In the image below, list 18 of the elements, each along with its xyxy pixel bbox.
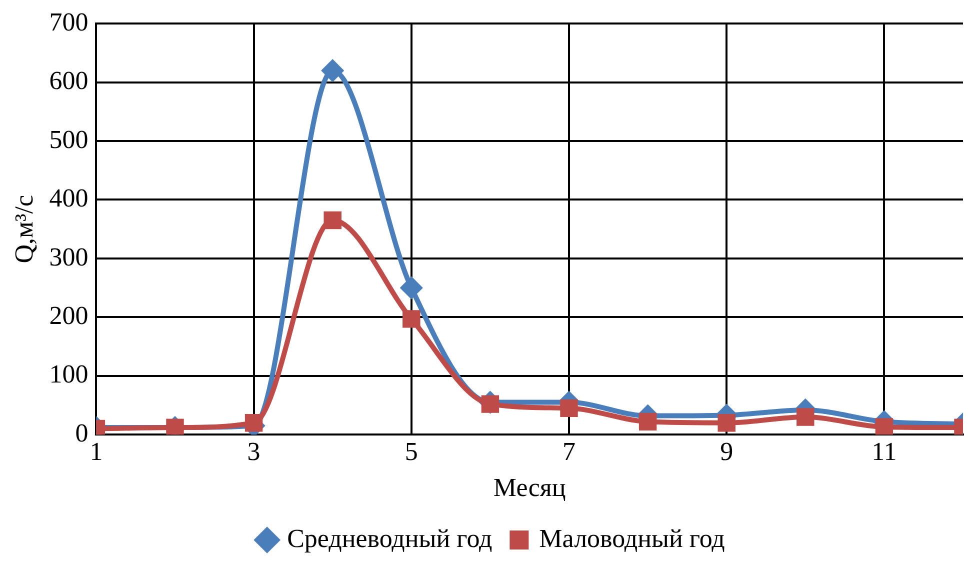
x-tick-label: 9 [720, 437, 734, 466]
y-tick-label: 600 [49, 66, 88, 96]
legend-label: Средневодный год [287, 524, 492, 553]
x-tick-label: 1 [90, 437, 103, 466]
y-tick-label: 0 [75, 418, 88, 448]
x-tick-label: 5 [404, 437, 418, 466]
y-tick-label: 300 [49, 242, 88, 272]
y-tick-label: 500 [49, 124, 88, 154]
x-tick-label: 11 [872, 437, 897, 466]
x-tick-label: 7 [562, 437, 576, 466]
y-tick-label: 400 [49, 184, 88, 213]
y-axis-title: Q,м³/с [9, 194, 38, 264]
y-tick-label: 100 [49, 360, 88, 389]
x-tick-label: 3 [247, 437, 260, 466]
x-axis-title: Месяц [493, 473, 566, 502]
legend-label: Маловодный год [539, 524, 725, 553]
y-tick-label: 200 [49, 301, 88, 330]
y-tick-label: 700 [49, 7, 88, 36]
